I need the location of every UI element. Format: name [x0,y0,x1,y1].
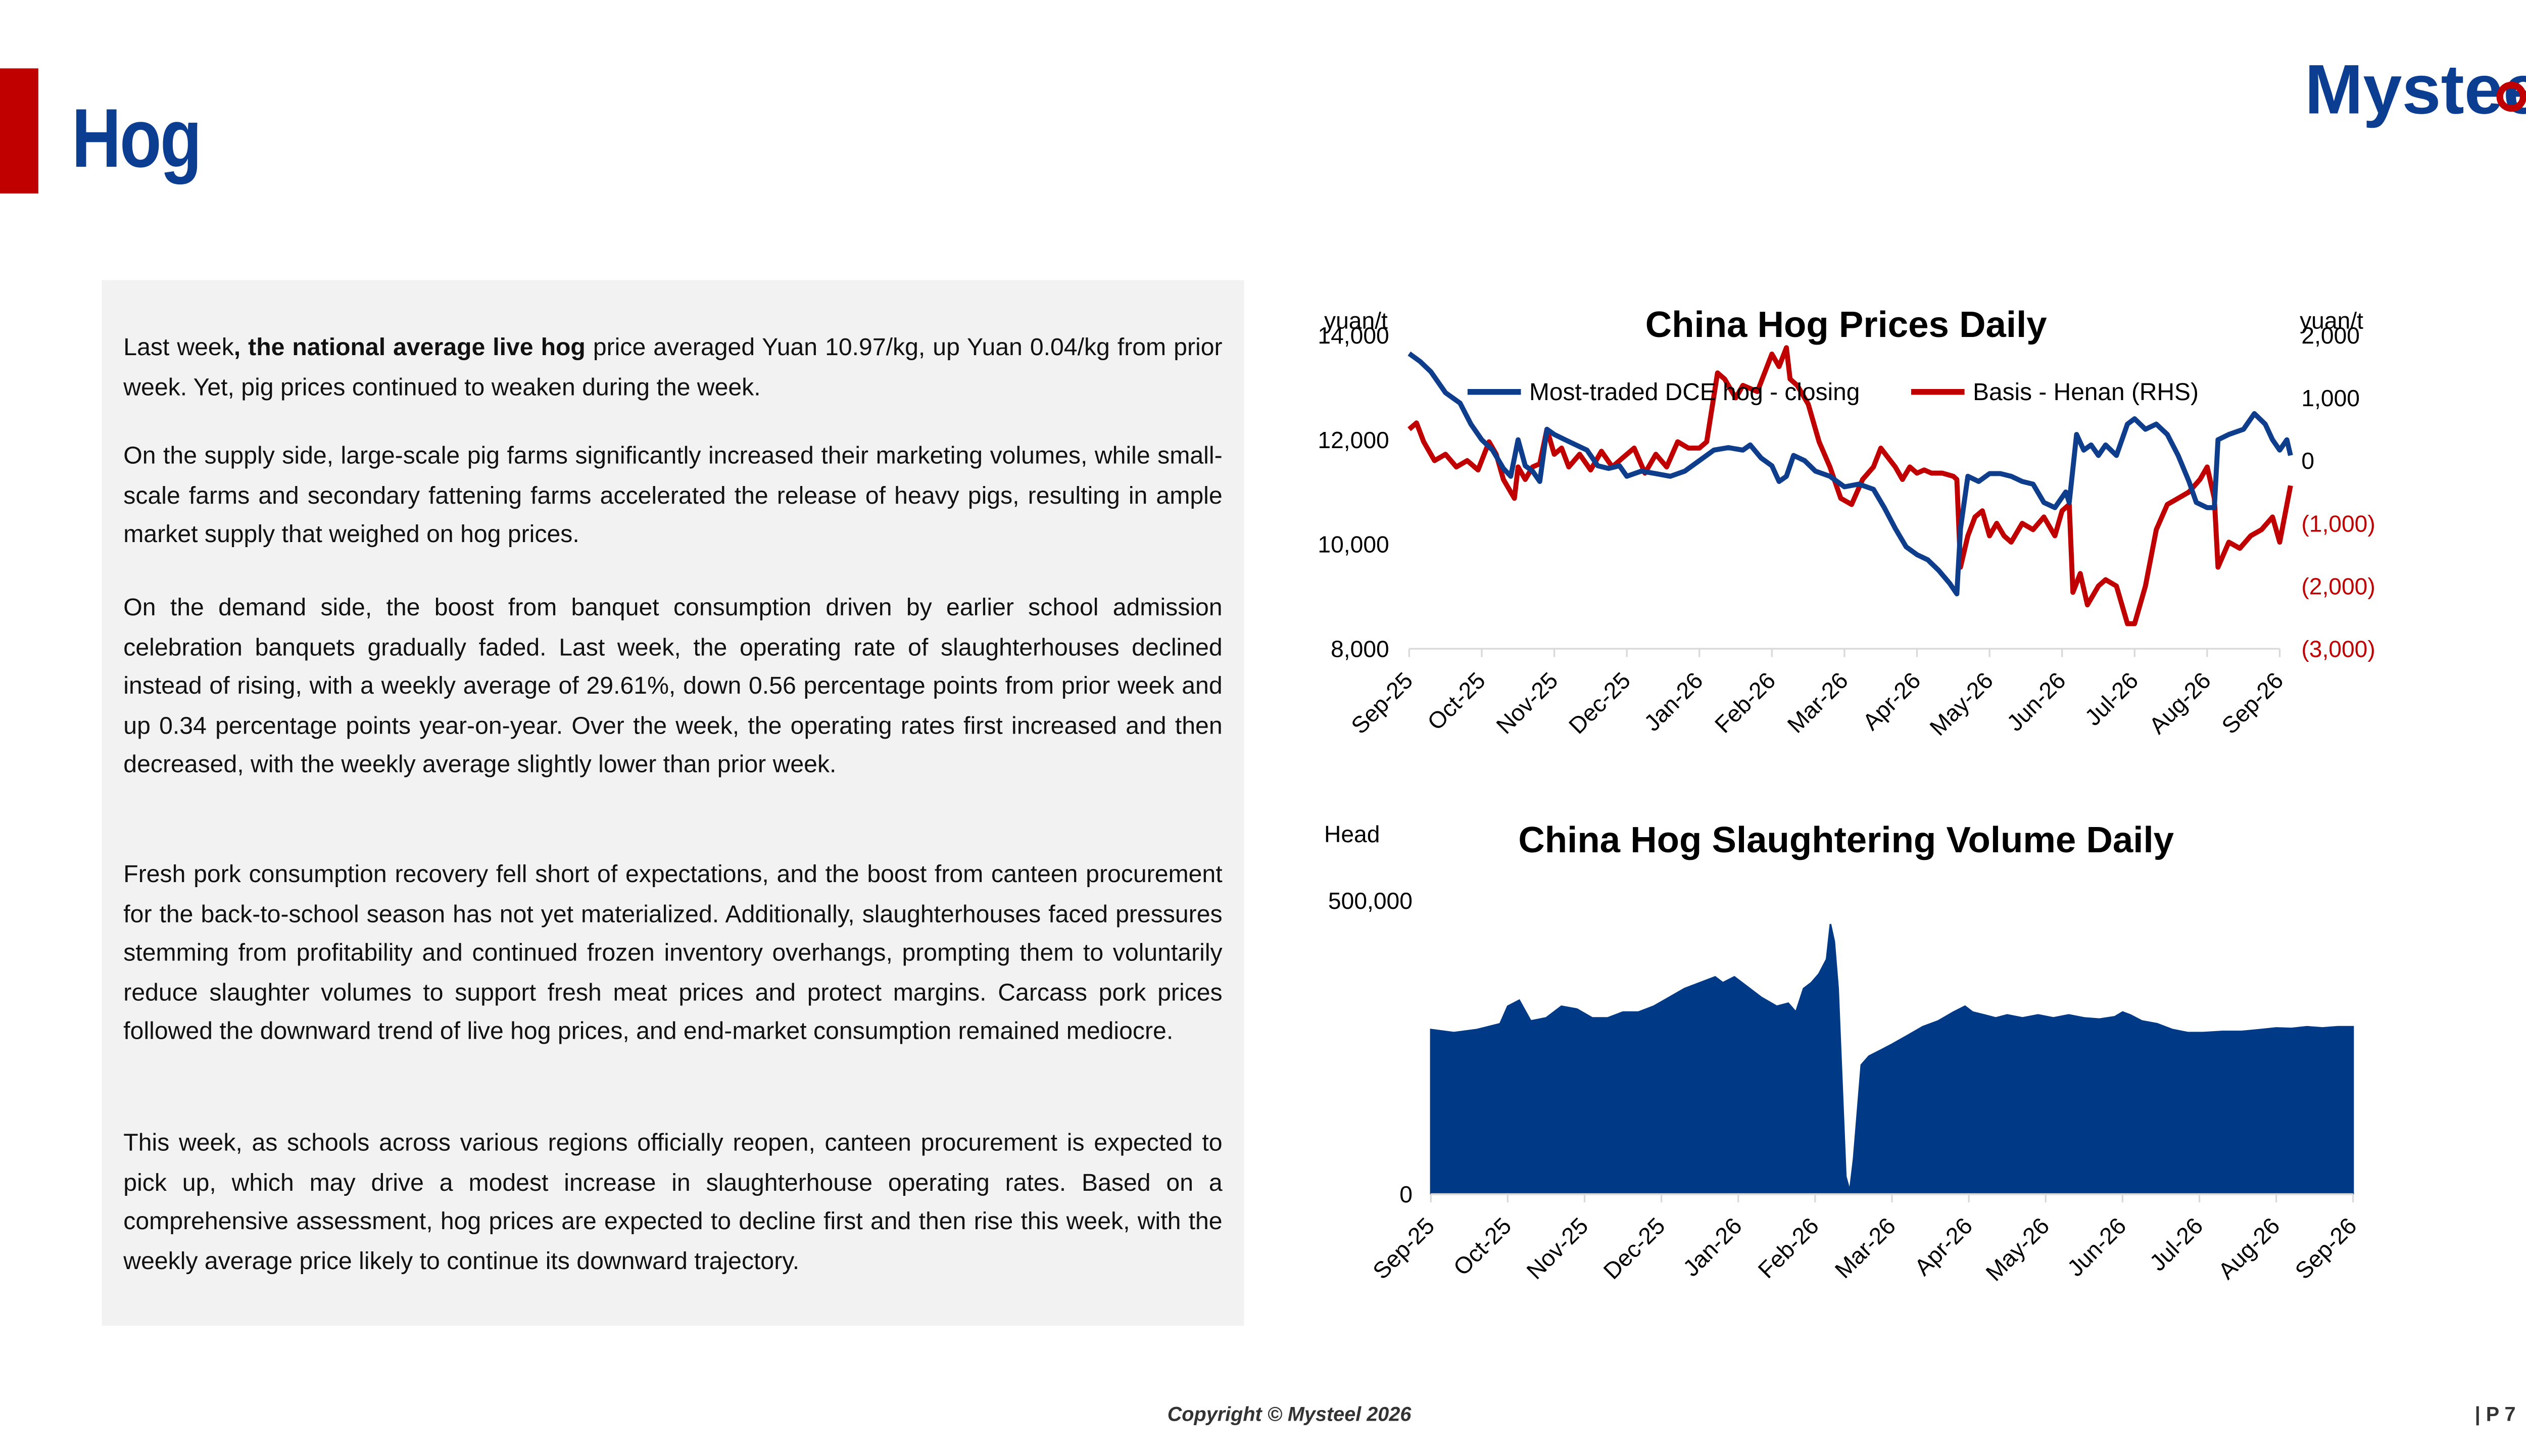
slaughter-volume-area [1430,924,2354,1195]
commentary-paragraph-2: On the supply side, large-scale pig farm… [123,444,1223,549]
hog-prices-right-tick-label: (2,000) [2301,573,2375,599]
slaughter-volume-x-tick-label: Jan-26 [1678,1212,1747,1282]
slaughter-volume-x-tick-label: Oct-25 [1448,1212,1517,1281]
hog-prices-chart-title: China Hog Prices Daily [1645,304,2047,345]
slaughter-volume-y-tick-label: 0 [1399,1181,1413,1207]
page-number: | P 7 [2474,1402,2516,1426]
hog-prices-left-tick-label: 12,000 [1318,427,1389,453]
commentary-paragraph-1: Last week, the national average live hog… [123,330,1222,409]
legend-label-dce-closing: Most-traded DCE hog - closing [1529,379,1860,406]
commentary-paragraph-3: On the demand side, the boost from banqu… [123,595,1223,780]
hog-prices-legend: Most-traded DCE hog - closing Basis - He… [1467,379,2199,406]
hog-prices-right-tick-label: (1,000) [2301,510,2375,537]
commentary-paragraph-5: This week, as schools across various reg… [123,1131,1223,1276]
page-title: Hog [71,91,202,185]
slaughter-volume-x-tick-label: Jun-26 [2062,1212,2131,1282]
slaughter-volume-x-tick-label: Feb-26 [1753,1212,1824,1283]
hog-prices-left-tick-label: 14,000 [1318,322,1389,349]
hog-prices-left-tick-label: 10,000 [1318,531,1389,558]
slaughter-volume-x-tick-label: Dec-25 [1598,1212,1670,1284]
slaughter-volume-x-tick-label: Sep-26 [2290,1212,2362,1284]
commentary-paragraph-4: Fresh pork consumption recovery fell sho… [123,862,1223,1046]
commentary-p1-text: Last week [123,335,234,362]
commentary-panel: Last week, the national average live hog… [102,280,1244,1326]
slaughter-volume-x-tick-label: Aug-26 [2213,1212,2285,1284]
hog-prices-right-tick-label: 2,000 [2301,322,2360,349]
hog-prices-left-tick-label: 8,000 [1331,636,1389,662]
logo-red-ring [2496,81,2526,112]
logo-wordmark: Mysteel [2305,50,2526,128]
hog-prices-right-tick-label: 1,000 [2301,385,2360,411]
slaughter-volume-x-tick-label: May-26 [1980,1212,2054,1286]
hog-prices-right-tick-label: 0 [2301,448,2314,474]
legend-label-basis-henan: Basis - Henan (RHS) [1973,379,2199,406]
basis-henan-line [1407,345,2293,626]
commentary-p1-bold: , the national average live hog [233,335,586,362]
mysteel-logo: Mysteel [2305,50,2526,128]
dce-closing-line [1407,351,2293,597]
slaughter-volume-x-tick-label: Mar-26 [1830,1212,1901,1283]
title-accent-bar [0,68,38,193]
commentary-p1-rest: price averaged Yuan 10.97/kg, up Yuan 0.… [123,335,1223,402]
hog-prices-left-axis-unit: yuan/t [1324,307,1388,333]
copyright-footer: Copyright © Mysteel 2026 [1167,1402,1412,1426]
slaughter-volume-x-tick-label: Sep-25 [1368,1212,1439,1284]
slaughter-volume-x-tick-label: Jul-26 [2145,1212,2208,1276]
slaughter-volume-y-tick-label: 500,000 [1328,888,1413,914]
slaughter-volume-x-tick-label: Apr-26 [1909,1212,1977,1281]
slaughter-volume-x-tick-label: Nov-25 [1521,1212,1593,1284]
hog-prices-right-axis-unit: yuan/t [2300,307,2363,333]
hog-prices-right-tick-label: (3,000) [2301,636,2375,662]
slaughter-volume-chart-title: China Hog Slaughtering Volume Daily [1518,819,2174,860]
slaughter-volume-axis-unit: Head [1324,821,1380,847]
